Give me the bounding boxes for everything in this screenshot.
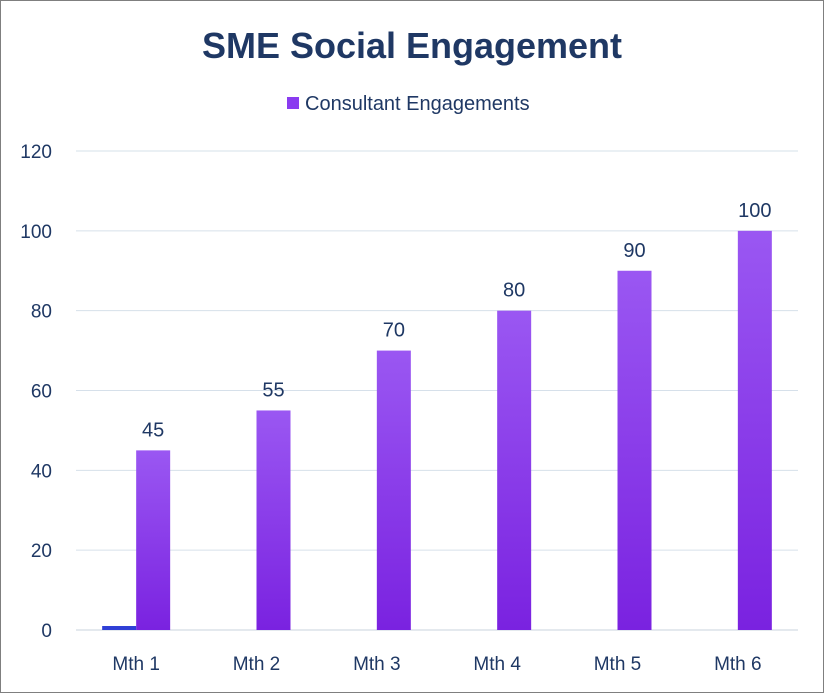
x-tick-label: Mth 6 bbox=[714, 654, 762, 675]
bar bbox=[617, 270, 652, 630]
data-label: 100 bbox=[738, 200, 771, 222]
x-tick-label: Mth 1 bbox=[112, 654, 160, 675]
legend-swatch bbox=[287, 97, 299, 109]
y-tick-label: 100 bbox=[20, 222, 52, 243]
bar bbox=[136, 450, 171, 630]
data-labels: 45 55 70 80 90 100 bbox=[142, 200, 771, 442]
bar bbox=[497, 310, 532, 630]
x-tick-label: Mth 5 bbox=[594, 654, 642, 675]
y-tick-label: 60 bbox=[31, 382, 52, 403]
y-tick-label: 80 bbox=[31, 302, 52, 323]
y-axis: 0 20 40 60 80 100 120 bbox=[20, 142, 52, 642]
chart-title: SME Social Engagement bbox=[202, 25, 622, 66]
y-tick-label: 120 bbox=[20, 142, 52, 163]
legend: Consultant Engagements bbox=[287, 93, 530, 115]
x-tick-label: Mth 3 bbox=[353, 654, 401, 675]
data-label: 70 bbox=[383, 320, 405, 342]
gridlines bbox=[76, 150, 798, 631]
legend-label: Consultant Engagements bbox=[305, 93, 530, 115]
y-tick-label: 40 bbox=[31, 461, 52, 482]
bar bbox=[376, 350, 411, 630]
data-label: 80 bbox=[503, 280, 525, 302]
x-tick-label: Mth 4 bbox=[473, 654, 521, 675]
x-axis: Mth 1 Mth 2 Mth 3 Mth 4 Mth 5 Mth 6 bbox=[112, 654, 761, 675]
data-label: 90 bbox=[623, 240, 645, 262]
bar bbox=[256, 410, 291, 630]
y-tick-label: 20 bbox=[31, 541, 52, 562]
data-label: 45 bbox=[142, 419, 164, 441]
x-tick-label: Mth 2 bbox=[233, 654, 281, 675]
bars bbox=[102, 230, 772, 631]
y-tick-label: 0 bbox=[41, 621, 52, 642]
bar bbox=[737, 230, 772, 631]
secondary-bar bbox=[102, 626, 137, 630]
data-label: 55 bbox=[262, 379, 284, 401]
